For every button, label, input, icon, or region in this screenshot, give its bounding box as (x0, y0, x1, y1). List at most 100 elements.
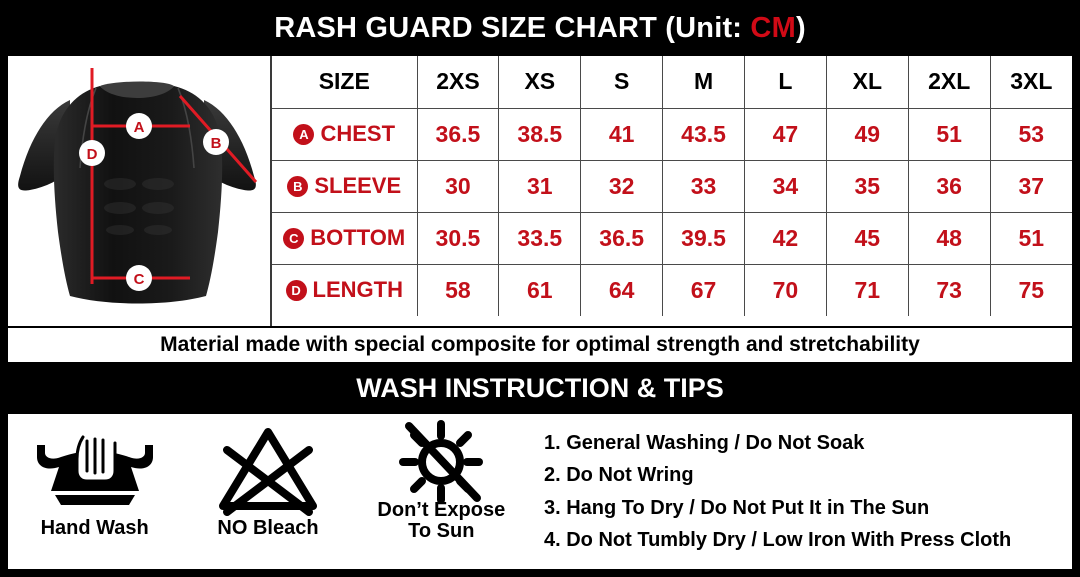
cell-chest-xl: 49 (825, 107, 909, 161)
cell-chest-xs: 38.5 (498, 107, 582, 161)
cell-length-m: 67 (662, 263, 745, 316)
cell-sleeve-3xl: 37 (989, 159, 1072, 213)
cell-bottom-3xl: 51 (989, 211, 1072, 265)
column-header-size: SIZE (272, 56, 418, 109)
column-header-m: M (662, 56, 745, 109)
size-table-wrapper: SIZE 2XS XS S M L XL 2XL 3XL A CHEST (272, 56, 1072, 362)
cell-bottom-2xs: 30.5 (416, 211, 500, 265)
svg-text:C: C (134, 271, 145, 288)
wash-instruction-title: WASH INSTRUCTION & TIPS (356, 372, 724, 403)
cell-chest-3xl: 53 (989, 107, 1072, 161)
marker-sleeve: B (203, 129, 229, 155)
care-label-hand-wash: Hand Wash (40, 517, 149, 539)
row-label-length: D LENGTH (272, 263, 418, 316)
cell-length-3xl: 75 (989, 263, 1072, 316)
wash-instruction-header: WASH INSTRUCTION & TIPS (0, 362, 1080, 414)
table-row: B SLEEVE 30 31 32 33 34 35 36 37 (272, 159, 1072, 213)
cell-sleeve-xs: 31 (498, 159, 582, 213)
row-label-text-bottom: BOTTOM (310, 225, 406, 250)
page-title-unit: CM (750, 11, 796, 44)
rash-guard-diagram: A B C D (18, 68, 258, 304)
care-label-no-sun: Don’t Expose To Sun (377, 499, 506, 542)
cell-length-l: 70 (744, 263, 827, 316)
cell-bottom-xl: 45 (825, 211, 909, 265)
cell-bottom-s: 36.5 (580, 211, 664, 265)
marker-bottom: C (126, 265, 152, 291)
cell-sleeve-s: 32 (580, 159, 664, 213)
column-header-xl: XL (825, 56, 909, 109)
cell-bottom-xs: 33.5 (498, 211, 582, 265)
svg-text:D: D (87, 146, 98, 163)
care-label-no-bleach: NO Bleach (217, 517, 319, 539)
hand-wash-icon (36, 435, 153, 505)
no-bleach-icon-box (213, 422, 323, 518)
marker-chest: A (126, 113, 152, 139)
size-table-body: A CHEST 36.5 38.5 41 43.5 47 49 51 53 B SL… (272, 107, 1072, 316)
shirt-diagram-cell: A B C D (8, 56, 272, 362)
shirt-ab-shading (104, 178, 174, 235)
cell-chest-2xs: 36.5 (416, 107, 500, 161)
cell-length-s: 64 (580, 263, 664, 316)
row-label-text-length: LENGTH (312, 277, 403, 303)
cell-bottom-l: 42 (744, 211, 827, 265)
page-title: RASH GUARD SIZE CHART (Unit: CM) (274, 12, 806, 45)
svg-text:B: B (211, 135, 222, 152)
cell-chest-m: 43.5 (662, 107, 745, 161)
no-sun-icon (399, 420, 484, 504)
column-header-l: L (744, 56, 827, 109)
marker-badge-b: B (287, 176, 309, 197)
table-row: D LENGTH 58 61 64 67 70 71 73 75 (272, 263, 1072, 316)
cell-length-xs: 61 (498, 263, 582, 316)
cell-length-2xl: 73 (907, 263, 991, 316)
no-sun-icon-box (387, 420, 495, 504)
column-header-3xl: 3XL (989, 56, 1072, 109)
care-item-no-bleach: NO Bleach (188, 422, 348, 539)
wash-tip-3: 3. Hang To Dry / Do Not Put It in The Su… (544, 496, 930, 519)
material-note: Material made with special composite for… (8, 326, 1072, 362)
table-row: C BOTTOM 30.5 33.5 36.5 39.5 42 45 48 51 (272, 211, 1072, 265)
page-title-main: RASH GUARD SIZE CHART (Unit: (274, 11, 751, 44)
column-header-2xl: 2XL (907, 56, 991, 109)
column-header-2xs: 2XS (416, 56, 500, 109)
size-table: SIZE 2XS XS S M L XL 2XL 3XL A CHEST (272, 56, 1072, 316)
material-note-text: Material made with special composite for… (160, 333, 920, 356)
wash-instruction-panel: Hand Wash NO Bleach (8, 414, 1072, 569)
table-header-row: SIZE 2XS XS S M L XL 2XL 3XL (272, 56, 1072, 109)
care-item-no-sun: Don’t Expose To Sun (361, 420, 521, 542)
hand-wash-icon-box (31, 422, 159, 518)
wash-tip-4: 4. Do Not Tumbly Dry / Low Iron With Pre… (544, 528, 1012, 551)
wash-tip-2: 2. Do Not Wring (544, 464, 694, 487)
cell-chest-2xl: 51 (907, 107, 991, 161)
care-icons-group: Hand Wash NO Bleach (8, 414, 528, 569)
chart-title-bar: RASH GUARD SIZE CHART (Unit: CM) (0, 0, 1080, 56)
no-bleach-icon (218, 428, 317, 516)
row-label-text-sleeve: SLEEVE (314, 173, 402, 198)
marker-badge-d: D (285, 280, 307, 302)
care-item-hand-wash: Hand Wash (15, 422, 175, 539)
page-title-close: ) (795, 11, 806, 44)
wash-tip-1: 1. General Washing / Do Not Soak (544, 431, 865, 454)
row-label-text-chest: CHEST (320, 121, 396, 146)
cell-sleeve-2xs: 30 (416, 159, 500, 213)
cell-sleeve-l: 34 (744, 159, 827, 213)
marker-badge-a: A (293, 124, 315, 145)
marker-length: D (79, 140, 105, 166)
cell-chest-s: 41 (580, 107, 664, 161)
cell-sleeve-m: 33 (662, 159, 745, 213)
cell-sleeve-2xl: 36 (907, 159, 991, 213)
shirt-collar (100, 81, 174, 98)
size-chart-panel: A B C D SIZE (8, 56, 1072, 362)
row-label-sleeve: B SLEEVE (272, 159, 418, 213)
cell-sleeve-xl: 35 (825, 159, 909, 213)
table-row: A CHEST 36.5 38.5 41 43.5 47 49 51 53 (272, 107, 1072, 161)
row-label-chest: A CHEST (272, 107, 418, 161)
column-header-s: S (580, 56, 664, 109)
cell-bottom-2xl: 48 (907, 211, 991, 265)
cell-bottom-m: 39.5 (662, 211, 745, 265)
shirt-torso (53, 86, 223, 304)
svg-text:A: A (134, 119, 145, 136)
cell-length-2xs: 58 (416, 263, 500, 316)
size-table-head: SIZE 2XS XS S M L XL 2XL 3XL (272, 56, 1072, 109)
marker-badge-c: C (283, 228, 305, 249)
